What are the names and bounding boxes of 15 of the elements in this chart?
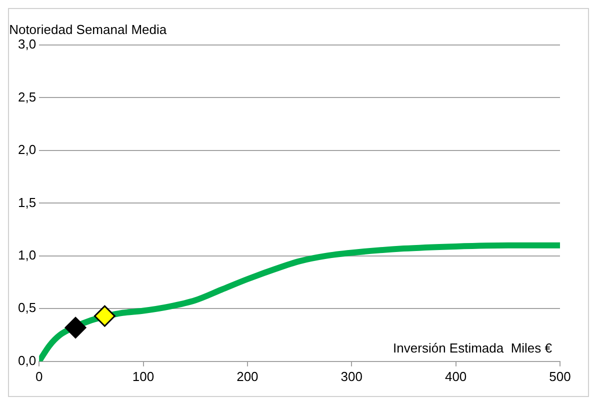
x-tick-label: 100 [132, 368, 154, 384]
x-tick-label: 300 [340, 368, 362, 384]
y-tick-label: 0,5 [18, 300, 36, 316]
x-tick-label: 200 [236, 368, 258, 384]
x-axis-title: Inversión Estimada Miles € [393, 340, 553, 356]
y-tick-label: 1,5 [18, 194, 36, 210]
y-tick-label: 1,0 [18, 248, 36, 263]
x-tick-label: 0 [35, 368, 43, 384]
y-axis-title: Notoriedad Semanal Media [9, 22, 168, 38]
x-tick-label: 500 [549, 368, 571, 384]
y-tick-label: 3,0 [18, 36, 36, 52]
y-tick-label: 2,0 [18, 142, 36, 158]
x-tick-label: 400 [444, 368, 467, 384]
y-tick-label: 0,0 [18, 352, 36, 368]
y-tick-label: 2,5 [18, 89, 36, 104]
